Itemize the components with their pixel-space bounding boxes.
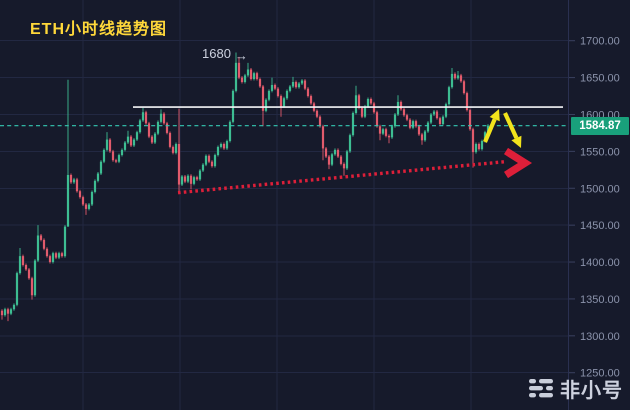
y-axis-label: 1550.00: [580, 146, 620, 158]
y-axis-label: 1350.00: [580, 294, 620, 306]
last-price-badge: 1584.87: [571, 117, 629, 135]
candlestick-series: [0, 52, 490, 322]
ascending-trendline[interactable]: [177, 160, 506, 195]
y-axis-label: 1300.00: [580, 331, 620, 343]
bearish-scenario-arrow: [503, 112, 522, 148]
y-axis-label: 1450.00: [580, 220, 620, 232]
right-arrow-icon: →: [234, 48, 248, 63]
breakdown-arrow: [503, 147, 533, 179]
feixiaohao-logo-icon: [529, 379, 553, 398]
watermark-text: 非小号: [560, 380, 623, 402]
watermark: 非小号: [529, 374, 623, 403]
peak-price-annotation: 1680 →: [202, 46, 248, 63]
y-axis-label: 1700.00: [580, 36, 620, 48]
y-axis-label: 1250.00: [580, 368, 620, 380]
y-axis-label: 1650.00: [580, 73, 620, 85]
grid-lines: [0, 0, 568, 410]
peak-price-label: 1680: [202, 46, 231, 61]
bullish-scenario-arrow: [483, 109, 500, 143]
y-axis-label: 1400.00: [580, 257, 620, 269]
chart-title: ETH小时线趋势图: [30, 21, 168, 38]
y-axis-label: 1500.00: [580, 183, 620, 195]
y-axis[interactable]: 1700.001650.001600.001550.001500.001450.…: [569, 36, 620, 380]
